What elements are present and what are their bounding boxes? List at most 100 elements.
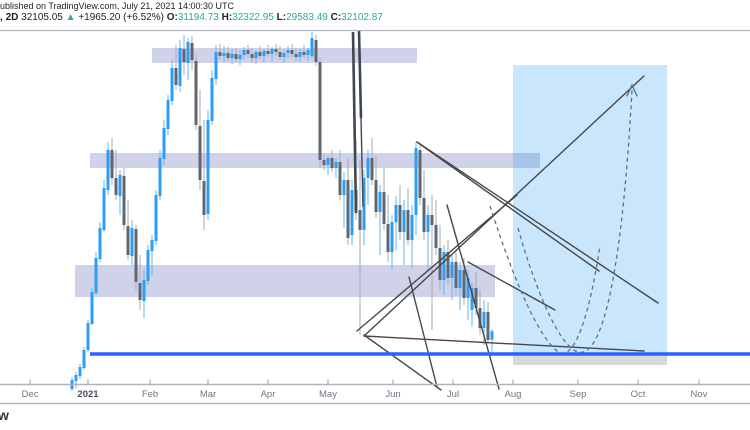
candle	[430, 195, 434, 330]
low-label: L:	[276, 12, 287, 23]
candle	[154, 190, 158, 245]
candle-body	[218, 51, 222, 57]
axis-label-oct[interactable]: Oct	[631, 389, 646, 400]
candle	[258, 46, 262, 59]
projection-arrowhead-icon	[626, 83, 638, 97]
candle	[190, 36, 194, 70]
axis-label-dec[interactable]: Dec	[22, 389, 39, 400]
candle	[438, 225, 442, 290]
candle	[234, 48, 238, 62]
trendline-descending-a	[416, 141, 600, 272]
candle	[194, 55, 198, 130]
candle	[398, 185, 402, 240]
candle-body	[450, 262, 454, 279]
candle	[350, 180, 354, 245]
candle-body	[462, 270, 466, 299]
candle-body	[238, 55, 242, 59]
candle	[206, 110, 210, 220]
candle	[254, 50, 258, 64]
candle-body	[74, 375, 78, 382]
high-label: H:	[221, 12, 233, 23]
candle	[182, 35, 186, 75]
axis-label-apr[interactable]: Apr	[261, 389, 276, 400]
axis-label-may[interactable]: May	[319, 389, 337, 400]
candle-body	[278, 51, 282, 57]
candle-body	[446, 251, 450, 279]
candle	[422, 170, 426, 240]
candle	[78, 363, 82, 379]
candle-body	[394, 205, 398, 222]
candle-body	[334, 161, 338, 168]
candle	[242, 46, 246, 60]
candle-body	[366, 158, 370, 179]
candle-body	[302, 51, 306, 55]
candle-body	[230, 53, 234, 59]
candle-body	[210, 78, 214, 121]
candle	[346, 158, 350, 245]
candle-body	[190, 43, 194, 60]
candle-body	[130, 228, 134, 257]
candle-body	[286, 50, 290, 54]
candle-body	[282, 53, 286, 57]
candle	[486, 301, 490, 342]
candle	[138, 255, 142, 310]
candle-body	[226, 53, 230, 59]
price-change: +1965.20 (+6.52%)	[78, 12, 164, 23]
candle-body	[490, 331, 494, 340]
candles-series	[70, 31, 494, 392]
candle-body	[478, 308, 482, 329]
candle-body	[106, 150, 110, 190]
candle	[278, 46, 282, 60]
candle-body	[134, 228, 138, 282]
axis-label-2021[interactable]: 2021	[77, 389, 99, 400]
candle-body	[458, 270, 462, 289]
candle-body	[386, 223, 390, 252]
axis-label-mar[interactable]: Mar	[200, 389, 216, 400]
axis-label-jun[interactable]: Jun	[385, 389, 400, 400]
axis-label-aug[interactable]: Aug	[505, 389, 522, 400]
candle	[442, 245, 446, 295]
candle	[450, 255, 454, 300]
candle-body	[454, 262, 458, 289]
axis-label-jul[interactable]: Jul	[447, 389, 459, 400]
trendline-horizontal	[363, 335, 645, 352]
candle	[402, 200, 406, 265]
candle-body	[138, 283, 142, 300]
candle-body	[374, 180, 378, 212]
supply-zone-2	[90, 153, 540, 168]
candle-body	[418, 150, 422, 199]
candle	[170, 60, 174, 105]
candle-body	[342, 180, 346, 195]
open-label: O:	[166, 12, 178, 23]
candle	[370, 138, 374, 185]
candle-body	[222, 53, 226, 57]
candle	[390, 215, 394, 270]
candle-body	[266, 51, 270, 54]
candle-body	[262, 51, 266, 57]
published-caption: ublished on TradingView.com, July 21, 20…	[0, 1, 234, 11]
axis-label-nov[interactable]: Nov	[691, 389, 708, 400]
candle	[306, 48, 310, 62]
candle	[226, 46, 230, 62]
candle	[146, 245, 150, 285]
candle	[378, 185, 382, 255]
candle-body	[410, 215, 414, 240]
candle	[338, 150, 342, 200]
axis-label-feb[interactable]: Feb	[142, 389, 158, 400]
candle	[358, 160, 362, 335]
candle	[490, 329, 494, 355]
candle	[418, 145, 422, 205]
candle-body	[234, 53, 238, 59]
candle	[330, 150, 334, 172]
candle	[186, 38, 190, 80]
candle-body	[250, 53, 254, 59]
close-label: C:	[330, 12, 342, 23]
candle-body	[370, 158, 374, 180]
axis-label-sep[interactable]: Sep	[570, 389, 587, 400]
candle-body	[258, 51, 262, 57]
support-strip	[513, 356, 667, 365]
candle-body	[186, 41, 190, 64]
candle-body	[82, 350, 86, 369]
candle-body	[86, 323, 90, 350]
